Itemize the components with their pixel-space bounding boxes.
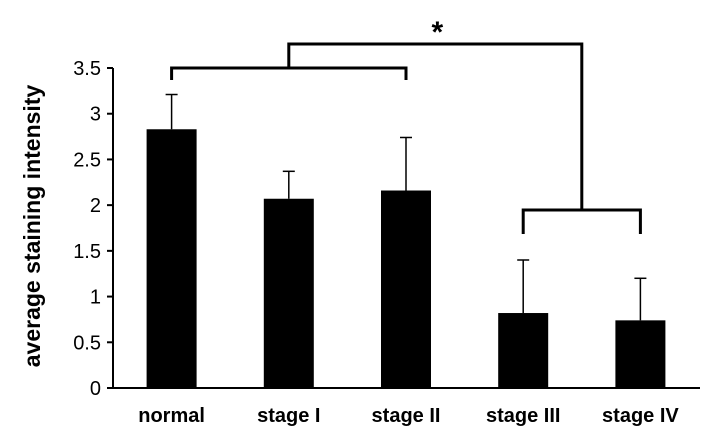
x-tick-label: stage II [372, 405, 441, 427]
y-tick-label: 0 [90, 378, 101, 400]
bar [146, 129, 197, 388]
bar [498, 313, 549, 388]
y-tick-label: 2.5 [73, 149, 101, 171]
y-tick-label: 0.5 [73, 332, 101, 354]
significance-brackets [170, 42, 642, 234]
y-axis-ticks: 0 0.5 1 1.5 2 2.5 3 3.5 [73, 58, 113, 400]
bracket-left [170, 66, 408, 80]
x-axis-labels: normal stage I stage II stage III stage IV [138, 405, 679, 427]
y-axis-title: average staining intensity [19, 85, 45, 368]
y-tick-label: 3 [90, 104, 101, 126]
bars [146, 129, 666, 388]
bracket-top [287, 42, 584, 210]
y-tick-label: 1 [90, 287, 101, 309]
significance-label: * [431, 16, 443, 49]
bar [263, 198, 314, 388]
x-tick-label: normal [138, 405, 205, 427]
y-tick-label: 2 [90, 195, 101, 217]
y-tick-label: 1.5 [73, 241, 101, 263]
x-tick-label: stage III [486, 405, 560, 427]
bracket-right [521, 208, 642, 234]
x-tick-label: stage I [257, 405, 320, 427]
x-tick-label: stage IV [602, 405, 679, 427]
axes [112, 68, 700, 389]
bar [381, 190, 431, 388]
error-bars [165, 93, 647, 321]
y-tick-label: 3.5 [73, 58, 101, 80]
bar [615, 320, 666, 388]
